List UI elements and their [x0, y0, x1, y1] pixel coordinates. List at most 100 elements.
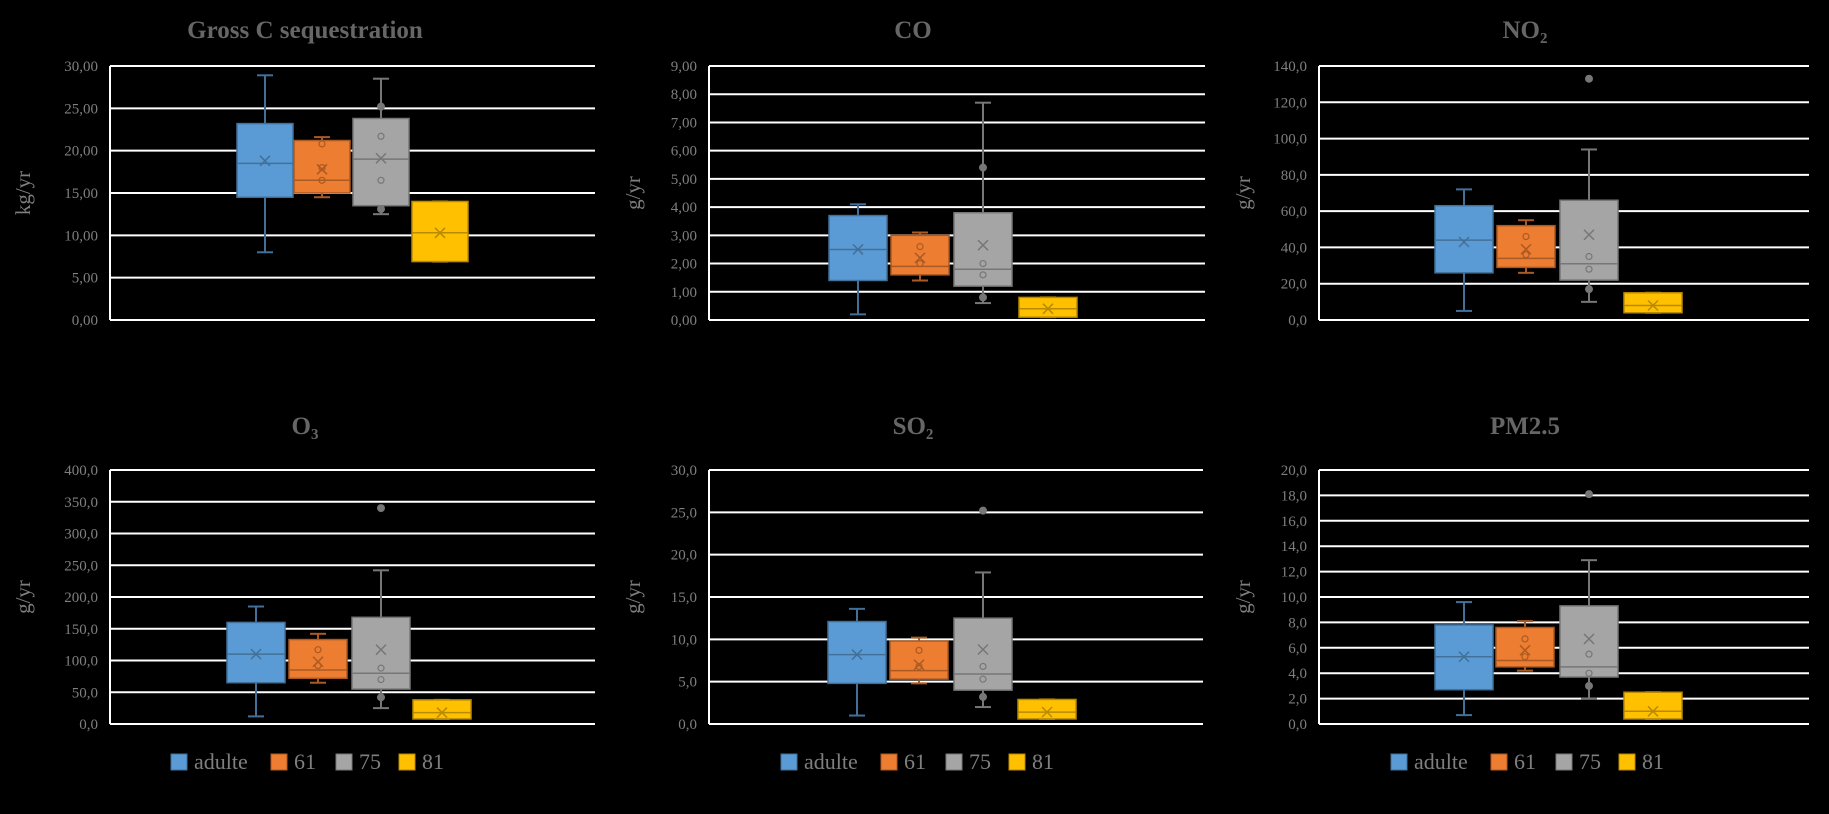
- chart-panel-co: CO 0,00 1,00 2,00 3,00 4,00 5,00 6,00 7,00 8,00 9,…: [610, 0, 1220, 370]
- y-tick-label: 10,0: [671, 632, 697, 648]
- mean-marker: [250, 648, 262, 660]
- data-point: [916, 259, 924, 268]
- box-iqr: [412, 699, 472, 720]
- y-axis-label: g/yr: [621, 176, 645, 210]
- y-tick-label: 8,0: [1288, 615, 1307, 631]
- box-75: [953, 101, 1013, 305]
- box-61: [1495, 620, 1555, 672]
- chart-svg: Gross C sequestration 0,00 5,00 10,00 15,00 2…: [11, 17, 595, 370]
- chart-svg: O₃ 0,0 50,0 100,0 150,0 200,0 250,0 300,0 350,0 4…: [11, 413, 595, 774]
- mean-marker: [436, 707, 448, 719]
- data-point: [1522, 251, 1530, 259]
- y-tick-label: 0,0: [1288, 313, 1307, 329]
- box-iqr: [953, 212, 1013, 287]
- box-iqr: [1434, 204, 1494, 274]
- chart-svg: CO 0,00 1,00 2,00 3,00 4,00 5,00 6,00 7,00 8,00 9,…: [621, 17, 1205, 370]
- data-point: [979, 675, 987, 683]
- mean-marker: [1520, 243, 1532, 255]
- box-adulte: [226, 605, 286, 718]
- outlier-point: [1585, 74, 1593, 83]
- y-axis-label: g/yr: [621, 580, 645, 614]
- outlier-point: [1585, 490, 1593, 499]
- mean-marker: [1458, 236, 1470, 248]
- data-point: [915, 662, 923, 671]
- legend-swatch-61: [1490, 753, 1508, 771]
- legend-swatch-adulte: [1390, 753, 1408, 771]
- legend-label-adulte: adulte: [194, 749, 248, 774]
- y-tick-label: 40,0: [1281, 240, 1307, 256]
- outlier-point: [1585, 285, 1593, 294]
- legend-swatch-75: [335, 753, 353, 771]
- outlier-point: [979, 163, 987, 172]
- box-iqr: [288, 638, 348, 680]
- y-tick-label: 5,0: [678, 675, 697, 691]
- y-tick-label: 100,0: [64, 654, 98, 670]
- outlier-point: [377, 205, 385, 214]
- chart-svg: NO₂ 0,0 20,0 40,0 60,0 80,0 100,0 120,0 140,0 g/y…: [1231, 17, 1809, 370]
- legend-label-75: 75: [359, 749, 381, 774]
- outlier-point: [377, 504, 385, 513]
- box-iqr: [828, 214, 888, 282]
- mean-marker: [1647, 299, 1659, 312]
- box-adulte: [1434, 601, 1494, 717]
- y-tick-label: 200,0: [64, 590, 98, 606]
- outlier-point: [979, 506, 987, 515]
- chart-title: CO: [894, 17, 932, 44]
- box-iqr: [352, 117, 410, 207]
- y-tick-label: 12,0: [1281, 565, 1307, 581]
- box-81: [1018, 296, 1078, 319]
- y-tick-label: 20,0: [1281, 463, 1307, 479]
- y-tick-label: 100,0: [1273, 132, 1307, 148]
- y-tick-label: 150,0: [64, 622, 98, 638]
- y-tick-label: 300,0: [64, 527, 98, 543]
- mean-marker: [1042, 303, 1054, 315]
- chart-title: SO₂: [893, 413, 934, 440]
- box-adulte: [1434, 188, 1494, 312]
- outlier-point: [979, 293, 987, 302]
- data-point: [377, 675, 385, 684]
- y-tick-label: 2,0: [1288, 692, 1307, 708]
- y-tick-label: 4,0: [1288, 666, 1307, 682]
- y-tick-label: 14,0: [1281, 539, 1307, 555]
- y-tick-label: 8,00: [671, 87, 697, 103]
- box-61: [890, 231, 950, 282]
- box-adulte: [827, 607, 887, 717]
- box-75: [953, 506, 1013, 709]
- chart-svg: PM2.5 0,0 2,0 4,0 6,0 8,0 10,0 12,0 14,0 16,0 18,0…: [1231, 413, 1809, 774]
- legend-swatch-75: [945, 753, 963, 771]
- legend-swatch-61: [270, 753, 288, 771]
- box-81: [1623, 691, 1683, 720]
- box-iqr: [1559, 605, 1619, 678]
- data-point: [314, 646, 322, 654]
- chart-title: PM2.5: [1490, 413, 1560, 440]
- chart-panel-gross-c: Gross C sequestration 0,00 5,00 10,00 15,00 2…: [0, 0, 600, 370]
- chart-title: Gross C sequestration: [187, 17, 423, 44]
- mean-marker: [375, 152, 387, 164]
- y-tick-label: 140,0: [1273, 59, 1307, 75]
- outlier-point: [377, 693, 385, 702]
- box-iqr: [1017, 698, 1077, 720]
- y-tick-label: 1,00: [671, 285, 697, 301]
- legend-label-75: 75: [1579, 749, 1601, 774]
- y-tick-label: 120,0: [1273, 95, 1307, 111]
- box-81: [411, 200, 469, 263]
- mean-marker: [1458, 651, 1470, 663]
- y-tick-label: 400,0: [64, 463, 98, 479]
- mean-marker: [977, 643, 989, 656]
- legend-label-adulte: adulte: [804, 749, 858, 774]
- mean-marker: [1583, 229, 1595, 241]
- outlier-point: [979, 692, 987, 701]
- data-point: [916, 243, 924, 251]
- legend: adulte 61 75 81: [170, 749, 444, 774]
- legend-swatch-81: [1008, 753, 1026, 771]
- data-point: [318, 164, 326, 172]
- legend: adulte 61 75 81: [780, 749, 1054, 774]
- box-81: [412, 698, 472, 720]
- y-tick-label: 2,00: [671, 257, 697, 273]
- y-tick-label: 6,0: [1288, 641, 1307, 657]
- box-81: [1623, 291, 1683, 314]
- y-tick-label: 5,00: [671, 172, 697, 188]
- data-point: [979, 662, 987, 671]
- box-75: [1559, 74, 1619, 303]
